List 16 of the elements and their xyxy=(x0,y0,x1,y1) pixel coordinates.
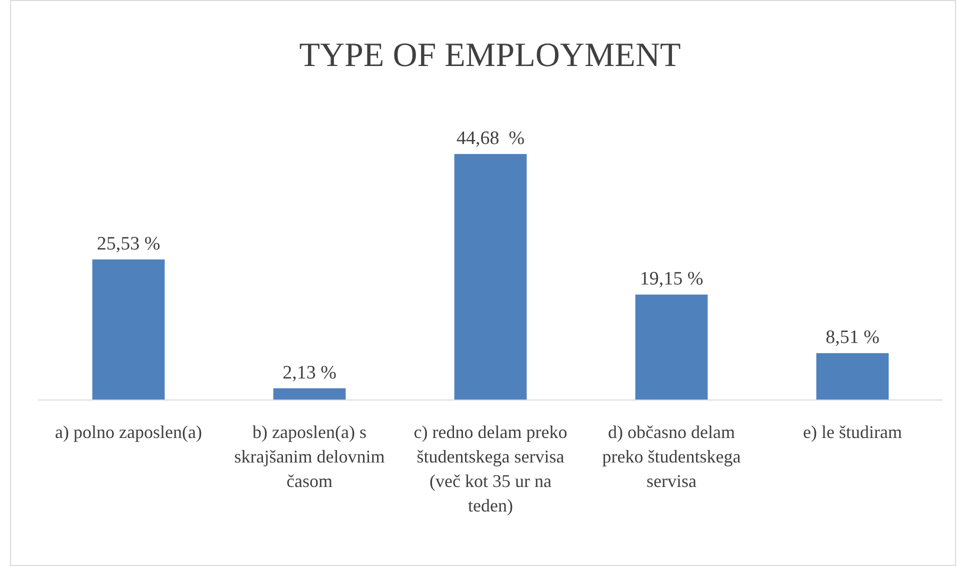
x-tick-label: e) le študiram xyxy=(803,422,902,442)
data-label: 2,13 % xyxy=(282,362,337,384)
bar xyxy=(273,388,346,400)
bar xyxy=(92,259,165,400)
data-label: 25,53 % xyxy=(96,233,160,254)
x-tick-label: d) občasno delam preko študentskega servisa xyxy=(602,422,741,491)
data-label: 44,68 % xyxy=(456,128,525,149)
x-tick-label: b) zaposlen(a) s skrajšanim delovnim časom xyxy=(234,422,385,491)
bar xyxy=(816,353,889,400)
bar xyxy=(454,154,527,400)
bar xyxy=(635,294,708,400)
x-tick-label: a) polno zaposlen(a) xyxy=(55,422,202,442)
x-tick-label: c) redno delam preko študentskega servisa (več kot 35 ur na teden) xyxy=(414,422,568,516)
data-label: 8,51 % xyxy=(826,327,880,348)
data-label: 19,15 % xyxy=(640,268,704,290)
chart-title: TYPE OF EMPLOYMENT xyxy=(299,37,682,74)
